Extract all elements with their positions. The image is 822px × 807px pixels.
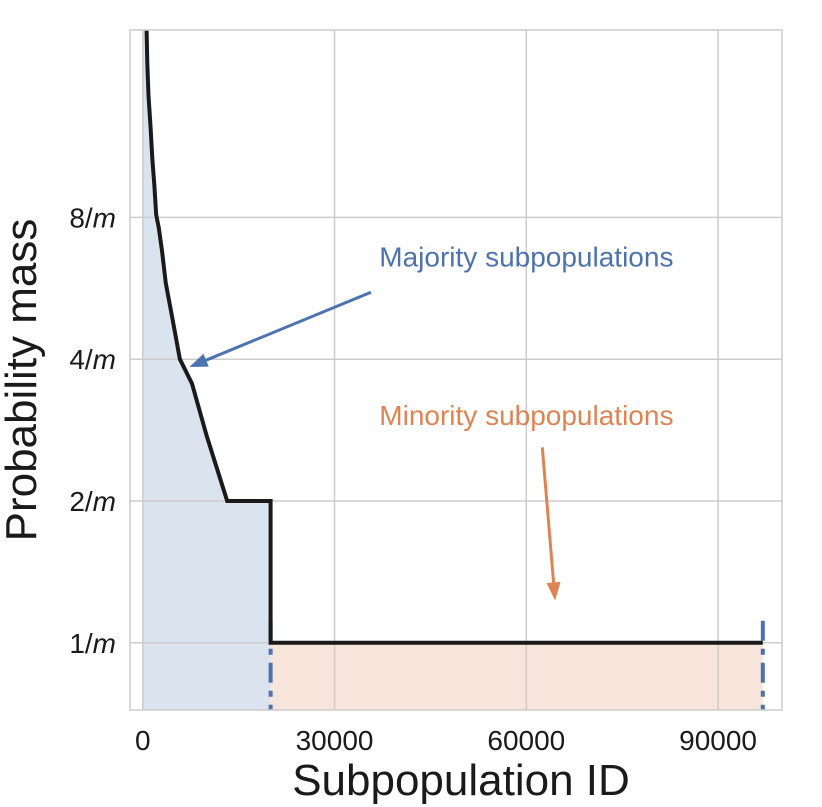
annotation-label-2: Minority subpopulations: [379, 400, 673, 431]
y-tick-label-2: 2/m: [69, 486, 116, 517]
tick-labels: 0 30000 60000 90000 1/m 2/m 4/m 8/m: [69, 202, 757, 756]
x-tick-label-2: 30000: [296, 725, 374, 756]
x-tick-label-1: 0: [135, 725, 151, 756]
x-axis-label: Subpopulation ID: [292, 756, 630, 805]
annotations: Majority subpopulations Minority subpopul…: [189, 241, 673, 601]
annotation-arrow-1: [205, 290, 372, 362]
plot-frame: [129, 29, 783, 711]
series-line-1: [144, 29, 763, 645]
series-layer: [144, 29, 763, 645]
shaded-region-1: [142, 30, 271, 710]
y-tick-label-3: 4/m: [69, 344, 116, 375]
annotation-arrowhead-2: [546, 581, 561, 601]
y-tick-label-1: 1/m: [69, 628, 116, 659]
shaded-regions: [142, 30, 763, 710]
y-axis-label: Probability mass: [0, 219, 46, 542]
x-tick-label-3: 60000: [487, 725, 565, 756]
annotation-arrow-2: [540, 447, 556, 583]
y-tick-label-4: 8/m: [69, 202, 116, 233]
annotation-label-1: Majority subpopulations: [379, 241, 673, 272]
shaded-region-2: [270, 642, 763, 710]
x-tick-label-4: 90000: [679, 725, 757, 756]
annotation-arrowhead-1: [189, 353, 209, 368]
